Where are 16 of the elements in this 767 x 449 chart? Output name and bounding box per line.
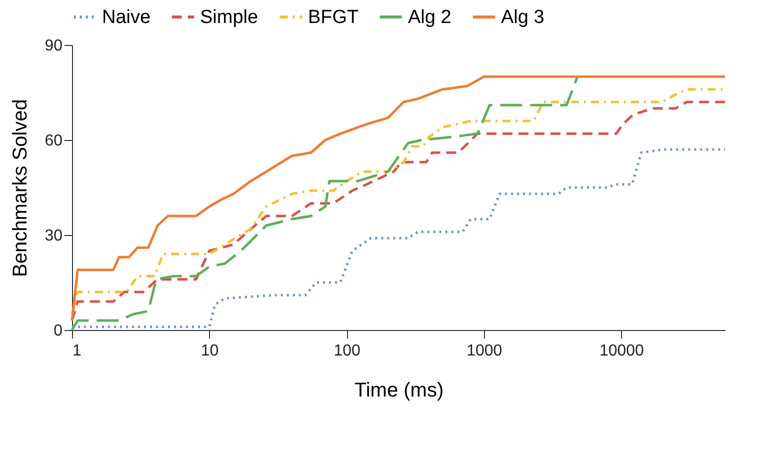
x-tick-label: 10 [200,342,219,360]
legend-label: Alg 2 [408,7,452,28]
y-tick-label: 30 [44,228,63,244]
x-axis-title: Time (ms) [354,380,444,402]
legend-label: Alg 3 [501,7,544,28]
x-tick-label: 100 [334,342,361,360]
x-tick-label: 1 [72,342,82,360]
y-axis-title: Benchmarks Solved [10,99,32,277]
y-tick-label: 60 [44,132,63,150]
x-tick-label: 1000 [466,342,502,360]
y-tick-label: 90 [44,38,63,54]
legend-label: BFGT [308,7,360,28]
x-tick-label: 10000 [599,342,644,360]
y-tick-label: 0 [54,322,63,340]
legend-label: Naive [102,7,151,28]
legend-label: Simple [200,7,258,28]
